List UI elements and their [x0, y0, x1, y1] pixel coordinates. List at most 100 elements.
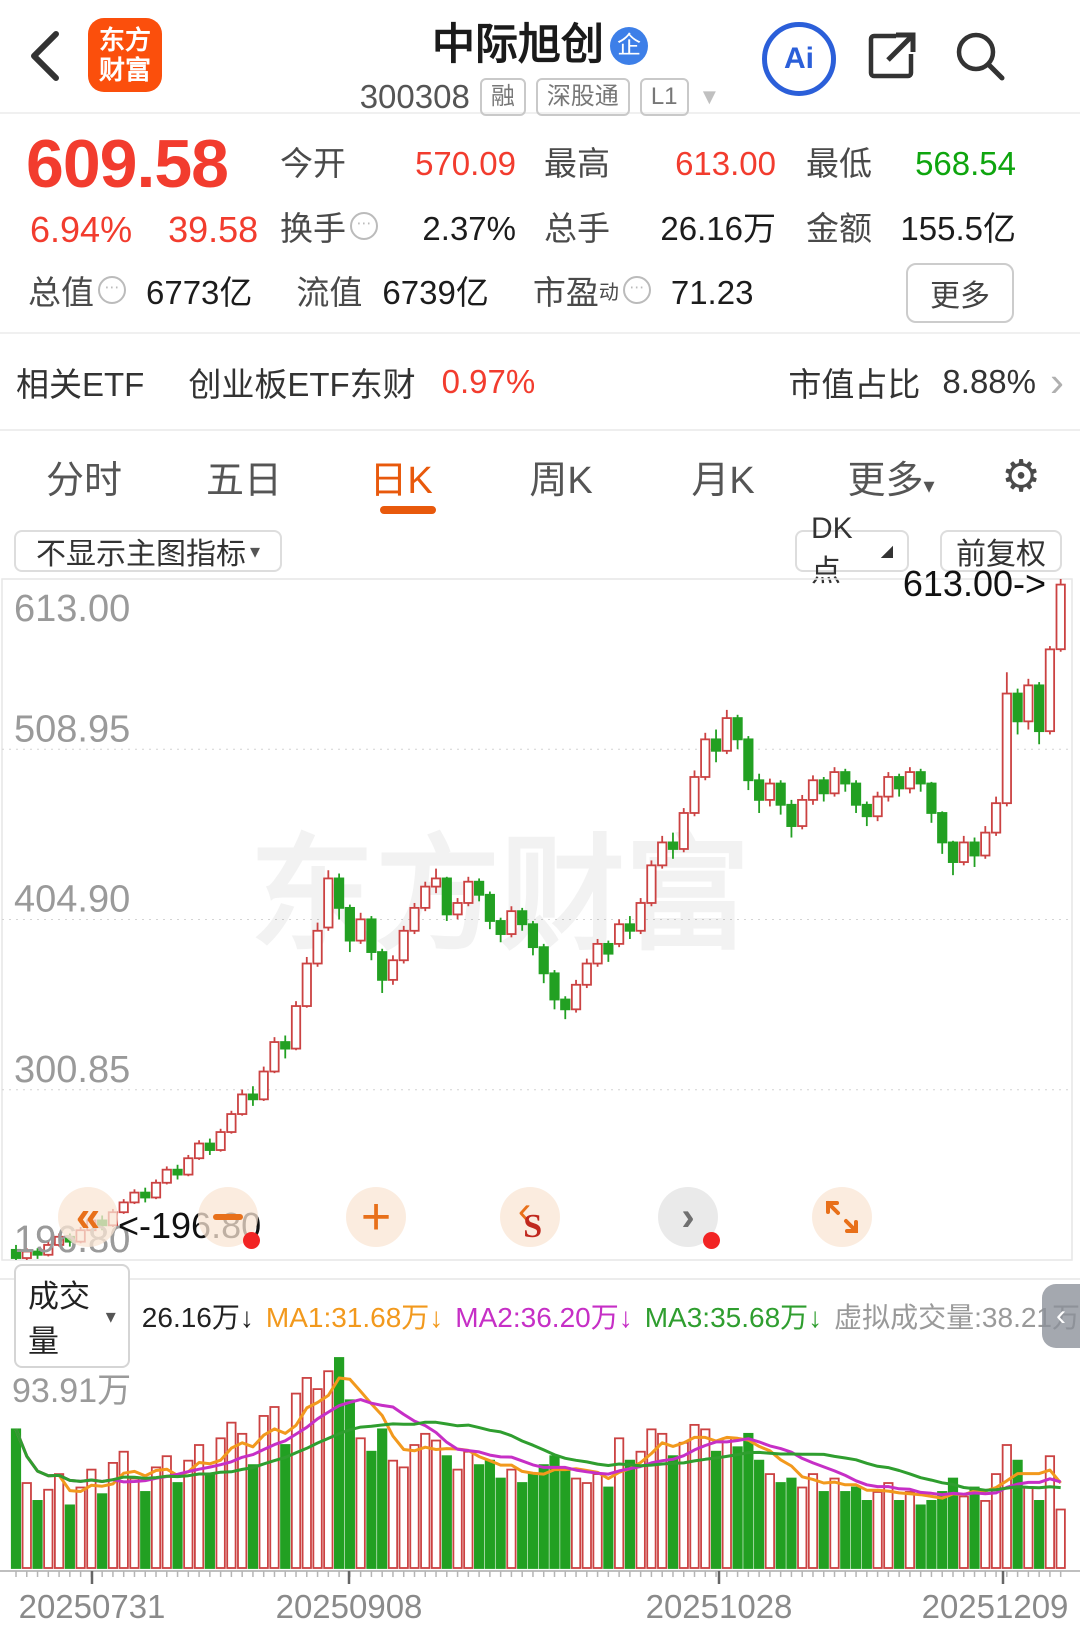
volume-axis-label: 93.91万 — [12, 1372, 131, 1410]
candle-body — [592, 942, 603, 965]
info-icon[interactable]: ⋯ — [622, 276, 651, 304]
open-label: 今开 — [280, 145, 346, 182]
expand-button[interactable] — [812, 1187, 872, 1247]
tab-more[interactable]: 更多▾ — [847, 459, 935, 502]
more-quote-button[interactable]: 更多 — [906, 263, 1014, 323]
candle-body — [958, 841, 969, 863]
indicator-toggle-button[interactable]: 不显示主图指标 ▾ — [14, 530, 282, 572]
candle-body — [280, 1041, 291, 1050]
volume-bar — [10, 1428, 22, 1569]
candle-body — [1023, 684, 1034, 723]
candle-body — [333, 877, 345, 909]
candle-body — [840, 771, 851, 785]
eastmoney-logo-icon[interactable]: 东方 财富 — [88, 18, 162, 92]
market-share-label: 市值占比 — [788, 365, 921, 403]
candle-body — [43, 1244, 54, 1256]
volume-bar — [517, 1482, 528, 1569]
tab-monthly-k[interactable]: 月K — [691, 459, 755, 502]
candle-body — [430, 877, 442, 888]
next-button[interactable]: › — [658, 1187, 720, 1249]
tab-weekly-k[interactable]: 周K — [529, 459, 593, 502]
volume-ma20-line — [14, 1420, 1061, 1492]
collapse-panel-handle[interactable]: ‹ — [1042, 1284, 1080, 1348]
candle-body — [398, 929, 409, 962]
volume-bar — [204, 1473, 215, 1569]
volume-bar — [441, 1455, 452, 1569]
candle-body — [646, 864, 657, 904]
candle-body — [32, 1250, 43, 1256]
zoom-out-button[interactable] — [198, 1187, 260, 1249]
pe-value: 71.23 — [670, 274, 754, 311]
candle-body — [495, 920, 506, 935]
rewind-button[interactable]: « — [58, 1187, 118, 1247]
volume-bar — [883, 1482, 894, 1569]
info-icon[interactable]: ⋯ — [98, 276, 126, 304]
candle-body — [775, 782, 786, 806]
candle-body — [850, 782, 862, 806]
volume-bar — [495, 1477, 506, 1569]
candle-body — [915, 771, 926, 785]
volume-bar — [969, 1486, 980, 1569]
candle-body — [1012, 692, 1023, 723]
volume-bar — [743, 1432, 754, 1569]
volume-bar — [915, 1504, 926, 1569]
turnover-label: 换手 ⋯ — [280, 202, 378, 250]
candle-body — [215, 1131, 226, 1151]
volume-bar — [387, 1459, 399, 1569]
chevron-down-icon[interactable]: ▼ — [698, 84, 721, 109]
candle-body — [764, 782, 776, 801]
volume-bar — [1012, 1459, 1023, 1569]
x-axis-date: 20250731 — [18, 1588, 166, 1625]
info-icon[interactable]: ⋯ — [350, 212, 378, 240]
gear-icon[interactable]: ⚙ — [1001, 451, 1041, 501]
ai-assistant-button[interactable]: Ai — [762, 22, 836, 96]
x-axis-ruler — [0, 1570, 1080, 1584]
enterprise-badge: 企 — [610, 26, 648, 65]
badge-dot — [703, 1232, 720, 1249]
volume-bar — [506, 1468, 517, 1569]
share-button[interactable] — [866, 30, 918, 87]
volume-bar — [53, 1473, 65, 1569]
volume-bar — [107, 1461, 119, 1569]
change-amount: 39.58 — [168, 209, 259, 250]
candle-body — [754, 779, 765, 801]
candle-body — [10, 1248, 22, 1259]
title-block: 中际旭创企 300308 融 深股通 L1 ▼ — [0, 10, 1080, 116]
volume-bar — [635, 1450, 646, 1569]
dk-point-button[interactable]: DK点 ◢ — [795, 512, 909, 588]
change-percent: 6.94% — [30, 209, 133, 250]
volume-bar — [226, 1421, 237, 1569]
signal-button[interactable]: ‹ S — [500, 1187, 560, 1247]
volume-bar — [258, 1415, 269, 1569]
tab-minute[interactable]: 分时 — [45, 459, 122, 502]
zoom-in-button[interactable]: + — [346, 1187, 406, 1247]
volume-chart[interactable]: 93.91万 — [0, 1350, 1080, 1570]
high-annotation: 613.00-> — [903, 563, 1046, 604]
x-axis-date: 20251028 — [645, 1588, 793, 1625]
volume-bar — [333, 1357, 345, 1569]
candle-body — [474, 880, 485, 896]
volume-indicator-button[interactable]: 成交量 ▾ — [14, 1264, 130, 1368]
volume-bar — [32, 1500, 43, 1569]
tab-daily-k[interactable]: 日K — [369, 459, 433, 502]
kline-chart[interactable]: 613.00508.95404.90300.85196.80东方财富613.00… — [0, 556, 1080, 1268]
stock-code-row: 300308 融 深股通 L1 ▼ — [0, 78, 1080, 116]
virtual-volume: 虚拟成交量:38.21万 — [834, 1302, 1080, 1333]
volume-bar — [904, 1491, 916, 1569]
tab-5day[interactable]: 五日 — [205, 459, 282, 502]
search-icon[interactable] — [952, 28, 1008, 89]
related-etf-row[interactable]: 相关ETF 创业板ETF东财 0.97% 市值占比 8.88% › — [0, 332, 1080, 431]
candle-body — [678, 812, 689, 850]
logo-line1: 东方 — [98, 25, 151, 55]
volume-bar — [140, 1491, 151, 1569]
candle-body — [743, 738, 754, 782]
ai-label: Ai — [784, 42, 814, 75]
adjust-mode-button[interactable]: 前复权 — [940, 530, 1062, 572]
y-axis-label: 508.95 — [14, 708, 130, 750]
candle-body — [603, 942, 614, 955]
level-badge: L1 — [639, 78, 689, 116]
back-button[interactable] — [26, 30, 66, 82]
volume-bar — [64, 1504, 75, 1569]
volume-bar — [549, 1455, 560, 1569]
